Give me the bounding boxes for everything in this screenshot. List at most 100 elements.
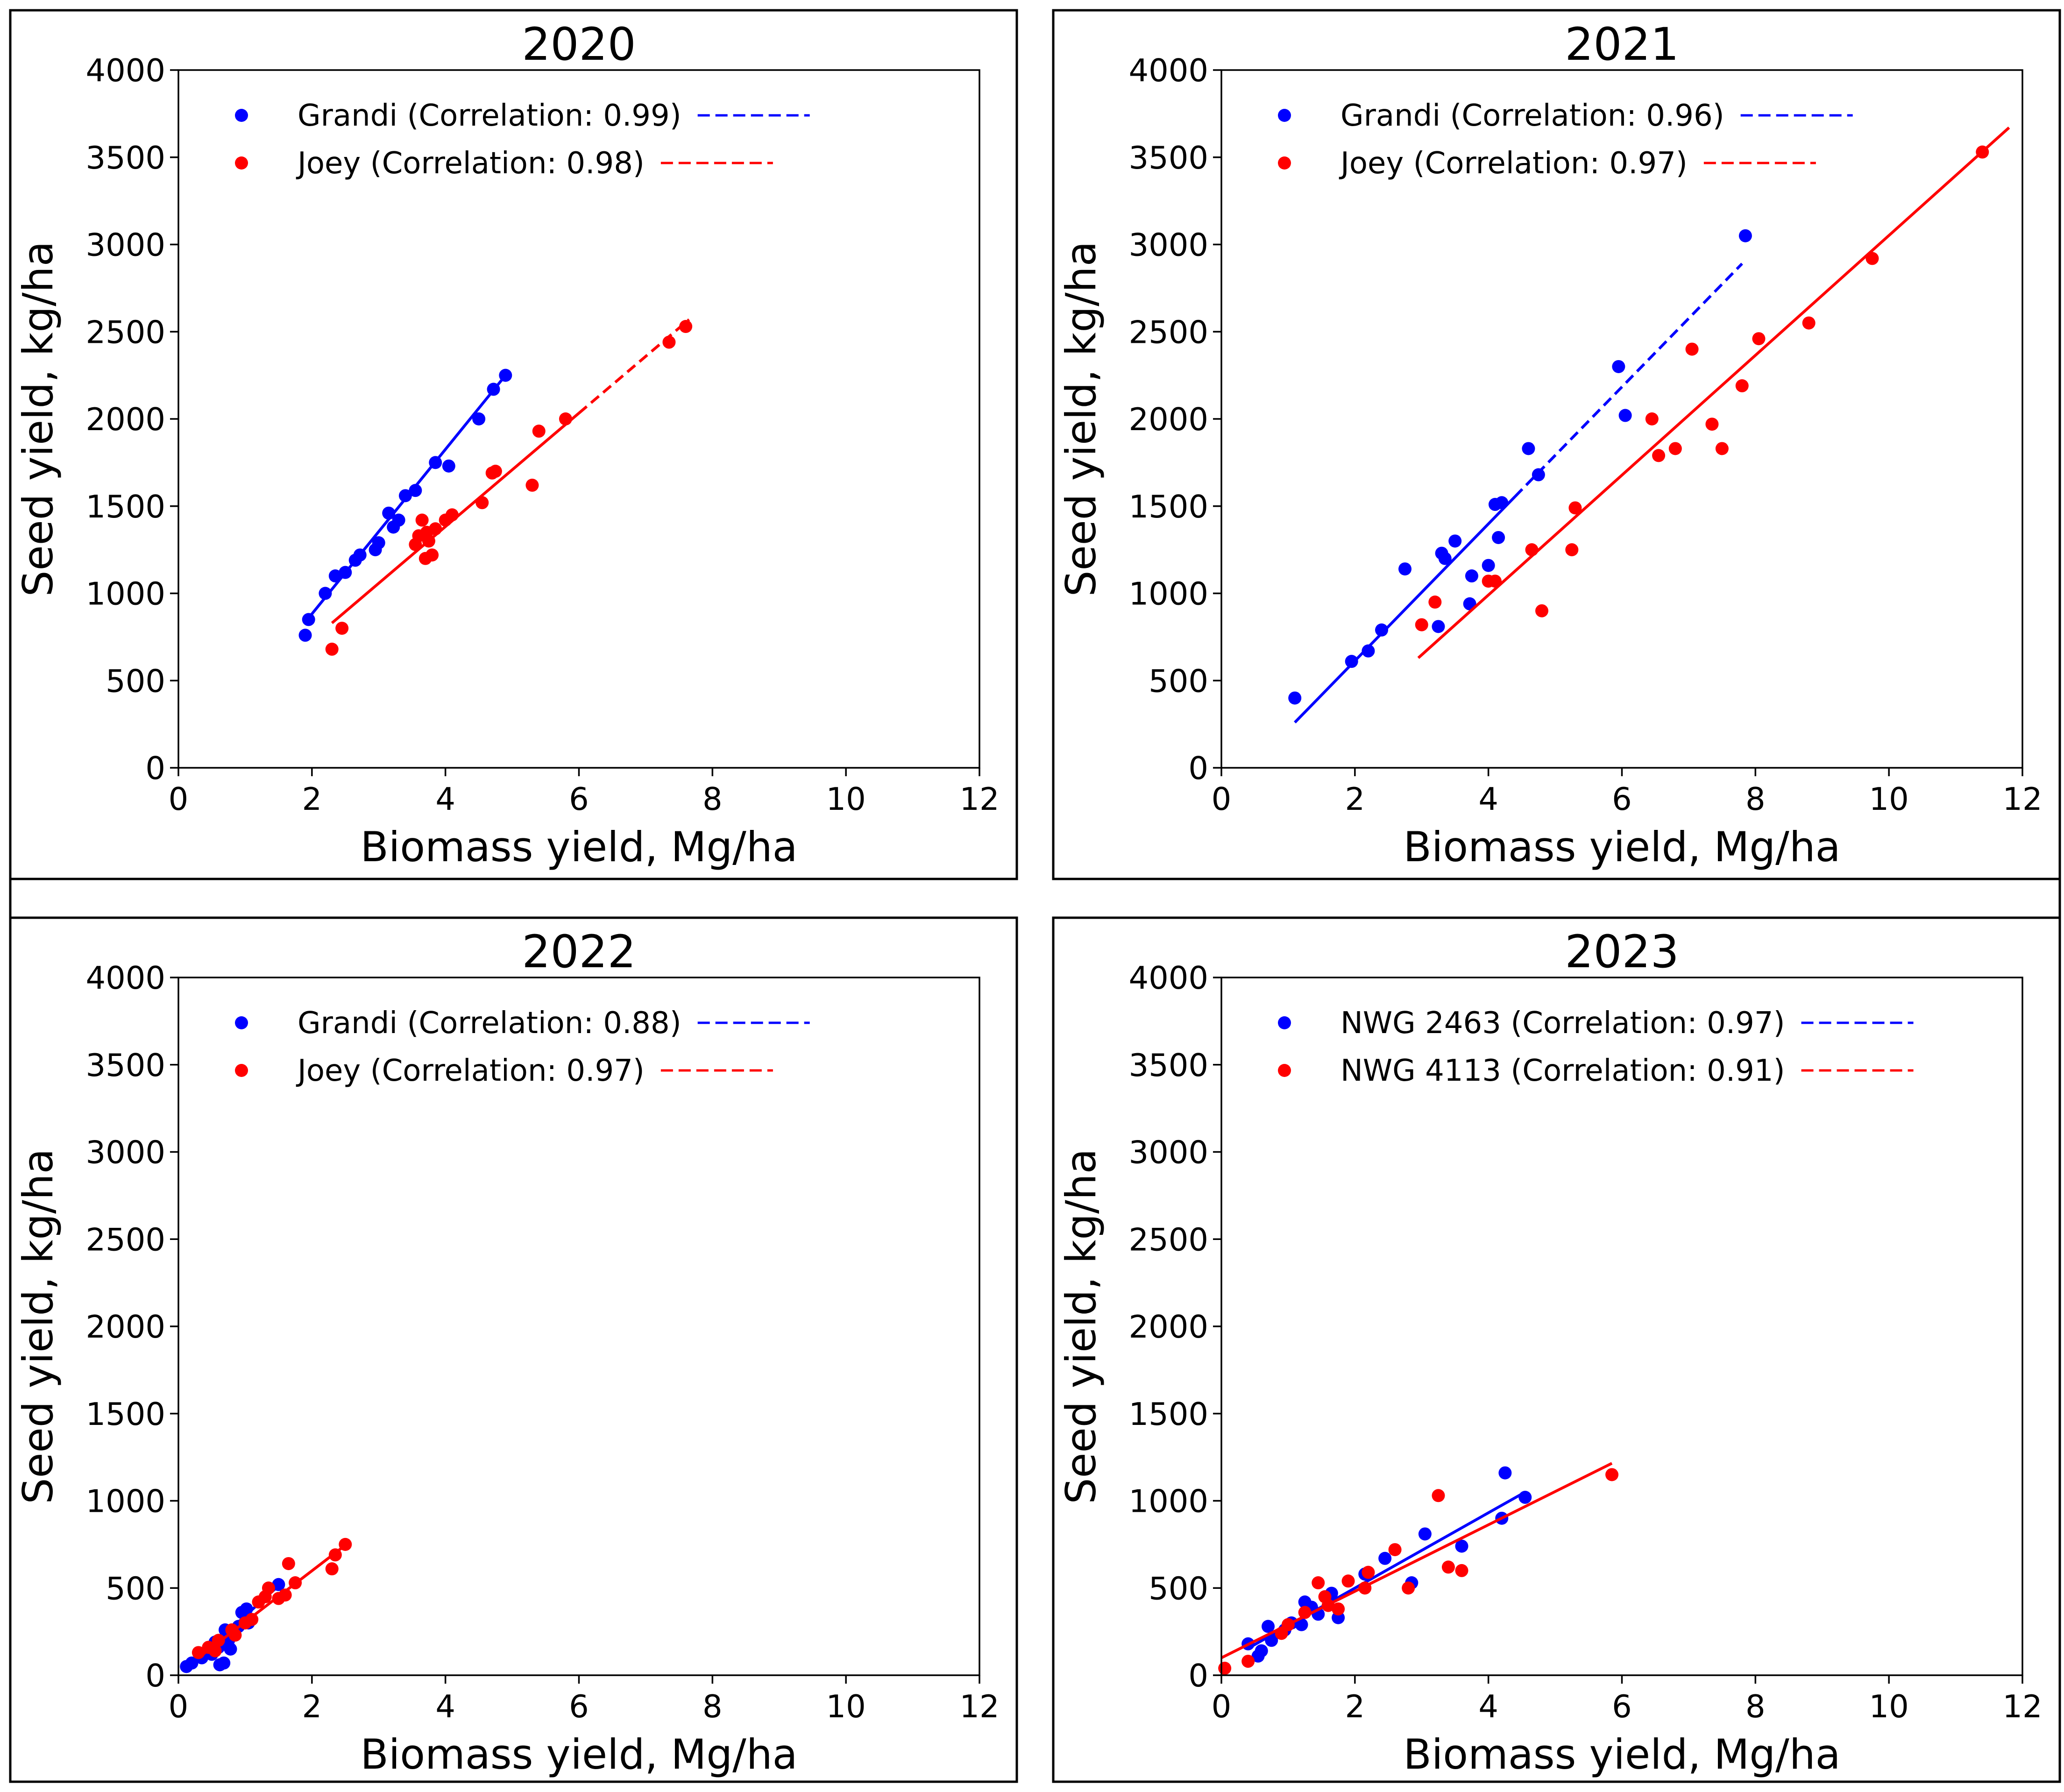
x-tick-label: 2 <box>302 781 322 817</box>
data-point <box>475 496 489 510</box>
data-point <box>532 425 546 438</box>
legend-marker <box>235 109 248 122</box>
y-tick-label: 2000 <box>1128 1309 1208 1345</box>
data-point <box>282 1557 295 1570</box>
data-point <box>339 1537 352 1551</box>
data-point <box>328 569 342 583</box>
x-tick-label: 8 <box>1745 1688 1766 1725</box>
data-point <box>1488 574 1502 588</box>
x-tick-label: 0 <box>1212 1688 1232 1725</box>
data-point <box>1428 595 1442 609</box>
data-point <box>224 1642 237 1656</box>
x-tick-label: 6 <box>569 781 589 817</box>
data-point <box>1288 691 1302 705</box>
data-point <box>1321 1599 1335 1612</box>
x-axis-label: Biomass yield, Mg/ha <box>1403 1730 1840 1778</box>
data-point <box>278 1588 292 1602</box>
y-tick-label: 0 <box>145 1657 165 1694</box>
legend-marker <box>1278 109 1291 122</box>
y-tick-label: 4000 <box>1128 52 1208 89</box>
y-tick-label: 1000 <box>85 1483 165 1520</box>
y-tick-label: 1500 <box>1128 1396 1208 1432</box>
y-tick-label: 3500 <box>85 140 165 176</box>
y-tick-label: 0 <box>1188 750 1208 786</box>
data-point <box>212 1634 225 1647</box>
data-point <box>415 513 429 527</box>
y-tick-label: 1500 <box>85 1396 165 1432</box>
data-point <box>1418 1527 1432 1541</box>
x-tick-label: 6 <box>1612 1688 1632 1725</box>
x-axis-label: Biomass yield, Mg/ha <box>360 823 797 871</box>
data-point <box>1281 1618 1295 1631</box>
data-point <box>1448 534 1462 548</box>
data-point <box>240 1602 253 1616</box>
legend-marker <box>1278 156 1291 170</box>
data-point <box>1685 342 1699 356</box>
y-tick-label: 4000 <box>85 960 165 996</box>
y-tick-label: 500 <box>1149 663 1208 699</box>
y-tick-label: 1000 <box>1128 576 1208 612</box>
data-point <box>442 459 455 473</box>
data-point <box>1438 552 1452 565</box>
y-tick-label: 3000 <box>85 1134 165 1171</box>
data-point <box>1668 442 1682 455</box>
data-point <box>382 506 396 520</box>
data-point <box>1312 1576 1325 1590</box>
x-tick-label: 0 <box>169 1688 189 1725</box>
y-tick-label: 2500 <box>85 314 165 350</box>
data-point <box>1535 604 1548 617</box>
data-point <box>302 613 315 626</box>
x-tick-label: 10 <box>1869 781 1909 817</box>
chart-title: 2023 <box>1565 926 1679 978</box>
data-point <box>1568 501 1582 515</box>
legend-label: Grandi (Correlation: 0.96) <box>1341 99 1724 133</box>
plot-area <box>177 977 980 1676</box>
y-tick-label: 3500 <box>1128 140 1208 176</box>
data-point <box>1432 1489 1445 1502</box>
x-tick-label: 8 <box>702 1688 723 1725</box>
data-point <box>1802 316 1816 330</box>
data-point <box>409 484 422 497</box>
data-point <box>499 368 512 382</box>
legend-label: Joey (Correlation: 0.98) <box>296 146 645 181</box>
data-point <box>525 478 539 492</box>
data-point <box>272 1578 285 1591</box>
y-tick-label: 4000 <box>85 52 165 89</box>
data-point <box>662 335 676 349</box>
y-axis-label: Seed yield, kg/ha <box>14 1148 62 1504</box>
plot-area <box>1220 69 2023 769</box>
data-point <box>1362 1565 1375 1579</box>
y-tick-label: 2500 <box>85 1221 165 1258</box>
y-tick-label: 3500 <box>1128 1047 1208 1084</box>
data-point <box>372 536 385 550</box>
data-point <box>1605 1468 1619 1481</box>
x-tick-label: 2 <box>1345 1688 1365 1725</box>
data-point <box>328 1548 342 1562</box>
data-point <box>192 1646 205 1659</box>
data-point <box>426 548 439 562</box>
legend-label: NWG 2463 (Correlation: 0.97) <box>1341 1006 1785 1041</box>
fit-line-dashed <box>1514 262 1743 498</box>
data-point <box>353 548 367 562</box>
y-tick-label: 1500 <box>1128 489 1208 525</box>
x-tick-label: 0 <box>1212 781 1232 817</box>
data-point <box>679 320 693 333</box>
x-tick-label: 4 <box>1478 781 1498 817</box>
y-tick-label: 1000 <box>1128 1483 1208 1520</box>
data-point <box>1295 1618 1308 1631</box>
data-point <box>1345 655 1358 668</box>
y-tick-label: 2500 <box>1128 1221 1208 1258</box>
data-point <box>1255 1644 1268 1657</box>
chart-title: 2022 <box>522 926 636 978</box>
data-point <box>1388 1543 1402 1557</box>
y-tick-label: 0 <box>145 750 165 786</box>
data-point <box>1378 1551 1392 1565</box>
data-point <box>1455 1539 1468 1553</box>
data-point <box>1465 569 1478 583</box>
x-axis-label: Biomass yield, Mg/ha <box>1403 823 1840 871</box>
data-point <box>217 1656 231 1670</box>
x-tick-label: 6 <box>569 1688 589 1725</box>
legend-marker <box>235 1016 248 1029</box>
data-point <box>1618 409 1632 422</box>
